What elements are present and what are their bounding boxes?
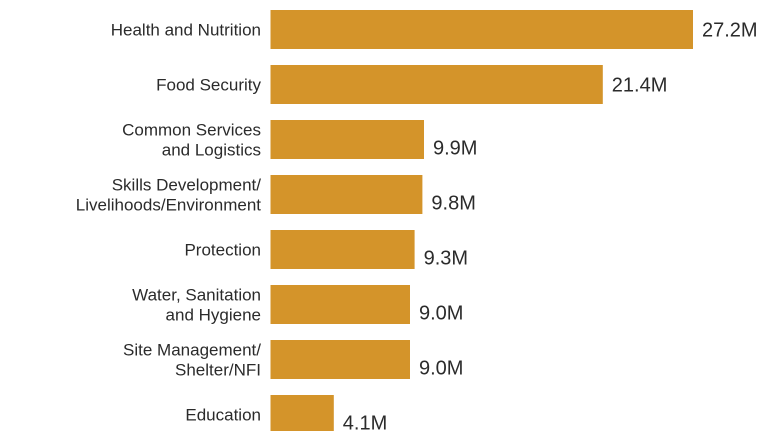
category-label: Food Security (156, 76, 261, 95)
bar (270, 65, 603, 104)
category-label: Protection (184, 241, 261, 260)
value-label: 9.0M (419, 303, 463, 325)
category-label: Health and Nutrition (111, 21, 261, 40)
value-label: 4.1M (343, 413, 387, 431)
bar (270, 10, 693, 49)
category-labels: Health and Nutrition Food Security Common … (76, 21, 262, 425)
value-label: 21.4M (612, 75, 668, 97)
bars (269, 10, 693, 431)
category-label: Water, Sanitation and Hygiene (132, 286, 261, 325)
value-labels: 27.2M 21.4M 9.9M 9.8M 9.3M 9.0M 9.0M 4.1M (343, 20, 758, 431)
bar (270, 230, 415, 269)
bar (270, 175, 423, 214)
value-label: 27.2M (702, 20, 758, 42)
value-label: 9.0M (419, 358, 463, 380)
category-label: Education (185, 406, 261, 425)
category-label: Skills Development/Livelihoods/Environme… (76, 176, 261, 215)
bar (270, 395, 334, 431)
value-label: 9.9M (433, 138, 477, 160)
category-label: Common Services and Logistics (122, 121, 261, 160)
value-label: 9.8M (431, 193, 475, 215)
value-label: 9.3M (424, 248, 468, 270)
bar (270, 340, 410, 379)
bar (270, 120, 424, 159)
category-label: Site Management/Shelter/NFI (123, 341, 261, 380)
bar (270, 285, 410, 324)
